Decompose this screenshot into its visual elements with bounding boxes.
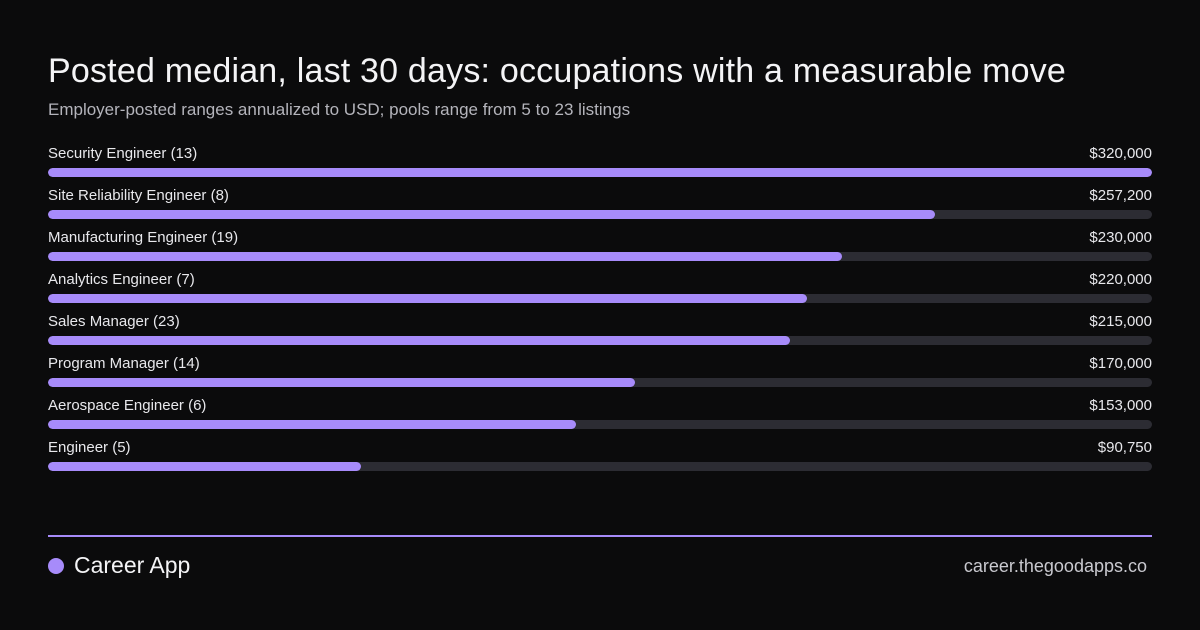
bar-value-label: $320,000: [1089, 145, 1152, 162]
bar: [48, 210, 936, 219]
bar-track: [48, 378, 1152, 387]
bar-value-label: $153,000: [1089, 397, 1152, 414]
brand: Career App: [48, 552, 190, 579]
bar: [48, 294, 807, 303]
bar: [48, 252, 842, 261]
bar-track: [48, 252, 1152, 261]
bar-label: Sales Manager (23): [48, 313, 180, 330]
bar-track: [48, 336, 1152, 345]
bar-track: [48, 294, 1152, 303]
bar-value-label: $215,000: [1089, 313, 1152, 330]
bar-label: Engineer (5): [48, 439, 131, 456]
bar-value-label: $230,000: [1089, 229, 1152, 246]
bar-row: Aerospace Engineer (6) $153,000: [48, 396, 1152, 438]
site-url[interactable]: career.thegoodapps.co: [963, 556, 1147, 576]
bar: [48, 462, 362, 471]
bar-value-label: $90,750: [1097, 439, 1152, 456]
bar-label: Manufacturing Engineer (19): [48, 229, 239, 246]
bar-track: [48, 420, 1152, 429]
bar-row: Program Manager (14) $170,000: [48, 354, 1152, 396]
brand-dot-icon: [48, 557, 64, 574]
bar-value-label: $220,000: [1089, 271, 1152, 288]
bar: [48, 168, 1152, 177]
bar: [48, 378, 635, 387]
bar-track: [48, 462, 1152, 471]
bar: [48, 420, 576, 429]
bar-label: Analytics Engineer (7): [48, 271, 195, 288]
footer-divider: [48, 535, 1152, 537]
bar-row: Analytics Engineer (7) $220,000: [48, 270, 1152, 312]
bar-row: Site Reliability Engineer (8) $257,200: [48, 186, 1152, 228]
bar-chart: Security Engineer (13) $320,000 Site Relia…: [48, 144, 1152, 480]
bar-label: Site Reliability Engineer (8): [48, 187, 229, 204]
chart-subtitle: Employer-posted ranges annualized to USD…: [48, 100, 631, 119]
bar: [48, 336, 790, 345]
bar-label: Security Engineer (13): [48, 145, 198, 162]
bar-row: Manufacturing Engineer (19) $230,000: [48, 228, 1152, 270]
bar-value-label: $170,000: [1089, 355, 1152, 372]
bar-value-label: $257,200: [1089, 187, 1152, 204]
chart-title: Posted median, last 30 days: occupations…: [48, 52, 1067, 90]
bar-row: Engineer (5) $90,750: [48, 438, 1152, 480]
bar-track: [48, 168, 1152, 177]
bar-row: Sales Manager (23) $215,000: [48, 312, 1152, 354]
bar-row: Security Engineer (13) $320,000: [48, 144, 1152, 186]
bar-label: Aerospace Engineer (6): [48, 397, 207, 414]
brand-name: Career App: [74, 552, 191, 578]
bar-label: Program Manager (14): [48, 355, 200, 372]
bar-track: [48, 210, 1152, 219]
